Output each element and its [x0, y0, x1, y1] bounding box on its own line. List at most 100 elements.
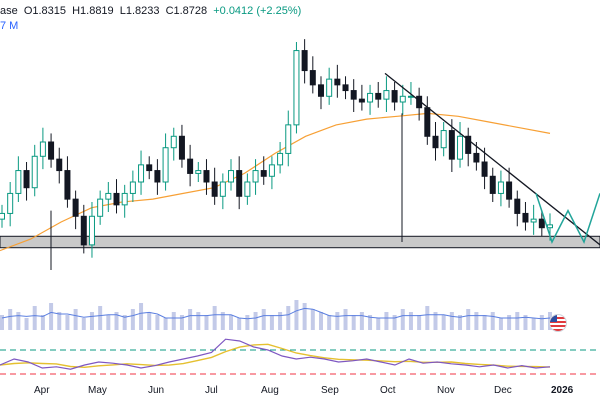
candle-body [358, 98, 365, 103]
candle-body [129, 181, 136, 194]
high-value: H1.8819 [72, 5, 114, 17]
candle-body [64, 170, 71, 200]
rsi-line [0, 338, 551, 370]
volume-bar [359, 312, 364, 330]
volume-bar [73, 309, 78, 330]
candle-body [154, 170, 161, 183]
volume-bar [179, 315, 184, 330]
volume-bar [32, 306, 37, 330]
candle-body [473, 152, 480, 163]
x-tick-label: Aug [261, 385, 279, 396]
rsi-pane [0, 338, 600, 375]
volume-bar [106, 315, 111, 330]
volume-bar [482, 315, 487, 330]
volume-bar [376, 318, 381, 330]
candle-body [170, 135, 177, 149]
candle-body [448, 130, 455, 160]
volume-bar [408, 312, 413, 330]
candle-body [80, 215, 87, 246]
candle-body [301, 50, 308, 72]
candle-body [178, 135, 185, 160]
volume-bar [400, 309, 405, 330]
candle-body [39, 141, 46, 157]
x-tick-label: Jul [205, 385, 218, 396]
candle-body [497, 181, 504, 194]
candle-body [277, 152, 284, 166]
candle-body [260, 170, 267, 177]
x-tick-label: May [88, 385, 107, 396]
close-value: C1.8728 [165, 5, 208, 17]
volume-bar [278, 312, 283, 330]
volume-bar [8, 309, 13, 330]
x-tick-label: 2026 [551, 385, 574, 396]
volume-bar [220, 312, 225, 330]
volume-bar [204, 315, 209, 330]
price-header: ase O1.8315 H1.8819 L1.8233 C1.8728 +0.0… [0, 5, 304, 17]
candle-body [219, 181, 226, 197]
volume-bar [507, 315, 512, 330]
volume-bar [155, 315, 160, 330]
volume-bar [261, 309, 266, 330]
volume-bar [212, 306, 217, 330]
candle-body [457, 135, 464, 160]
candle-body [88, 215, 95, 246]
candle-body [514, 198, 521, 214]
candle-body [15, 170, 22, 194]
volume-bar [139, 303, 144, 330]
candle-body [268, 164, 275, 177]
candle-body [105, 192, 112, 200]
volume-bar [98, 306, 103, 330]
volume-bar [245, 315, 250, 330]
volume-bar [286, 306, 291, 330]
volume-bar [163, 318, 168, 330]
volume-bar [237, 318, 242, 330]
candle-body [367, 92, 374, 103]
candle-body [481, 161, 488, 177]
volume-pane [0, 300, 552, 330]
candle-body [506, 181, 513, 200]
volume-bar [310, 309, 315, 330]
volume-bar [327, 315, 332, 330]
volume-bar [114, 312, 119, 330]
candle-body [375, 92, 382, 100]
candle-body [138, 164, 145, 183]
x-tick-label: Sep [321, 385, 339, 396]
open-value: O1.8315 [23, 5, 67, 17]
volume-bar [425, 306, 430, 330]
candle-body [97, 198, 104, 217]
candle-body [228, 170, 235, 183]
candle-body [211, 181, 218, 197]
volume-bar [351, 315, 356, 330]
volume-bar [0, 315, 4, 330]
volume-bar [392, 315, 397, 330]
candle-body [317, 84, 324, 97]
change-value: +0.0412 (+2.25%) [213, 5, 302, 17]
candle-body [244, 181, 251, 197]
candle-body [399, 95, 406, 103]
volume-bar [16, 312, 21, 330]
volume-bar [147, 312, 152, 330]
volume-bar [343, 309, 348, 330]
candle-body [7, 192, 14, 214]
volume-bar [441, 315, 446, 330]
volume-bar [196, 312, 201, 330]
low-value: L1.8233 [119, 5, 160, 17]
volume-bar [474, 312, 479, 330]
volume-bar [57, 312, 62, 330]
candle-body [391, 90, 398, 103]
volume-bar [531, 318, 536, 330]
volume-bar [318, 312, 323, 330]
volume-bar [130, 309, 135, 330]
candle-body [293, 50, 300, 126]
candle-body [350, 90, 357, 100]
candle-body [195, 170, 202, 174]
candle-body [162, 147, 169, 183]
candle-body [326, 78, 333, 97]
candle-body [383, 90, 390, 100]
candle-body [146, 164, 153, 172]
price-pane [0, 39, 600, 270]
volume-bar [294, 300, 299, 330]
rsi-ma-line [0, 343, 551, 369]
candle-body [56, 158, 63, 172]
